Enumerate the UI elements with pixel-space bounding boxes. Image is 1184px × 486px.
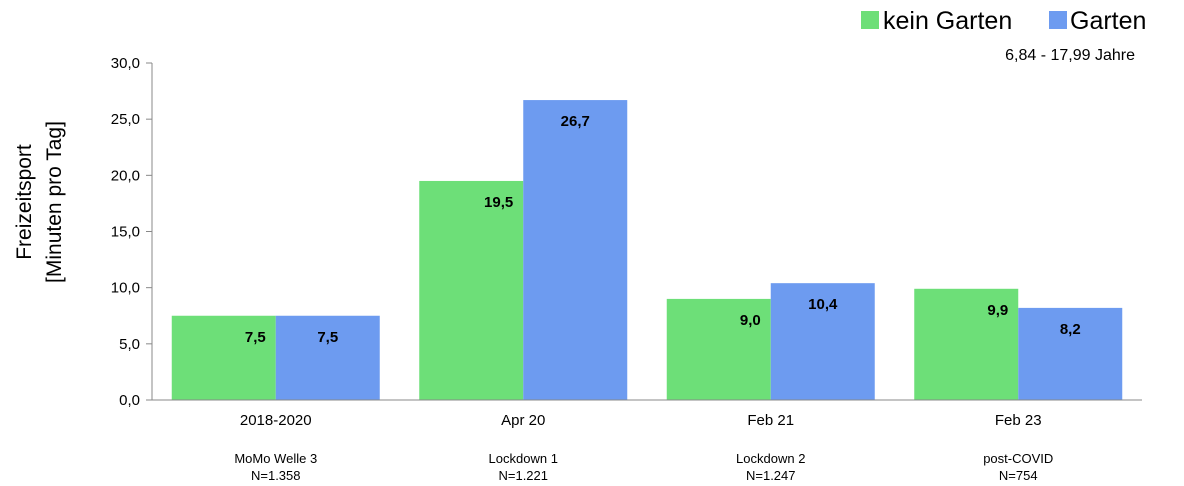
data-label: 8,2 — [1060, 321, 1081, 338]
y-tick-label: 0,0 — [119, 392, 140, 409]
x-sample-size-label: N=1.358 — [251, 468, 301, 483]
x-subcategory-label: post-COVID — [983, 451, 1053, 466]
bar-garten — [770, 283, 875, 400]
y-tick-label: 25,0 — [111, 111, 140, 128]
y-axis-label: Freizeitsport [Minuten pro Tag] — [13, 121, 66, 283]
y-axis-label-line-2: [Minuten pro Tag] — [43, 121, 66, 283]
y-tick-label: 30,0 — [111, 55, 140, 72]
bar-garten — [523, 100, 628, 400]
legend: kein Garten Garten — [861, 7, 1146, 35]
bar-garten — [1018, 307, 1123, 400]
y-axis-label-line-1: Freizeitsport — [13, 144, 36, 260]
y-tick-label: 15,0 — [111, 224, 140, 241]
x-subcategory-label: Lockdown 2 — [736, 451, 805, 466]
x-sample-size-label: N=1.247 — [746, 468, 796, 483]
bar-garten — [275, 315, 380, 400]
data-label: 10,4 — [808, 296, 838, 313]
x-category-label: Feb 21 — [747, 412, 794, 429]
bar-kein-garten — [666, 298, 771, 400]
data-label: 9,9 — [987, 302, 1008, 319]
x-subcategory-label: Lockdown 1 — [489, 451, 558, 466]
data-label: 26,7 — [561, 113, 590, 130]
legend-label-kein-garten: kein Garten — [883, 7, 1012, 35]
x-category-label: Feb 23 — [995, 412, 1042, 429]
data-label: 7,5 — [245, 329, 266, 346]
x-category-label: Apr 20 — [501, 412, 545, 429]
data-label: 7,5 — [317, 329, 338, 346]
legend-label-garten: Garten — [1070, 7, 1146, 35]
x-category-label: 2018-2020 — [240, 412, 312, 429]
legend-swatch-garten — [1049, 11, 1067, 29]
bar-kein-garten — [914, 288, 1019, 400]
y-tick-label: 5,0 — [119, 336, 140, 353]
x-subcategory-label: MoMo Welle 3 — [234, 451, 317, 466]
data-label: 19,5 — [484, 194, 513, 211]
data-label: 9,0 — [740, 312, 761, 329]
y-tick-label: 10,0 — [111, 280, 140, 297]
age-range-note: 6,84 - 17,99 Jahre — [1005, 47, 1135, 64]
bar-kein-garten — [171, 315, 276, 400]
bar-kein-garten — [419, 180, 524, 400]
x-sample-size-label: N=754 — [999, 468, 1038, 483]
y-tick-label: 20,0 — [111, 167, 140, 184]
legend-swatch-kein-garten — [861, 11, 879, 29]
x-sample-size-label: N=1.221 — [498, 468, 548, 483]
